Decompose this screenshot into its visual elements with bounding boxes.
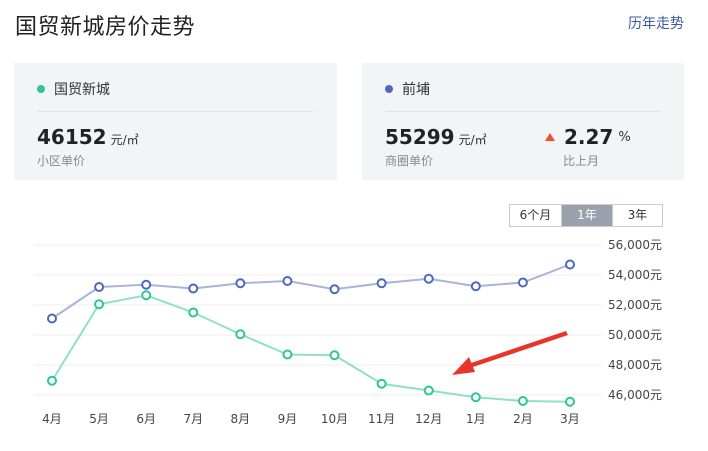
district-card-header: 前埔 [385,79,430,99]
data-point [376,278,387,289]
y-tick-label: 50,000元 [608,328,662,342]
district-dot-icon [385,85,393,93]
x-tick-label: 5月 [89,412,109,426]
month-change-unit: % [618,129,631,145]
data-point [329,284,340,295]
range-tabs: 6个月 1年 3年 [509,204,663,227]
district-price-card: 前埔 55299 元/㎡ 商圈单价 2.27% 比上月 [362,63,684,180]
data-point [329,350,340,361]
district-price: 55299 元/㎡ [385,125,487,149]
annotation-arrow-head [452,357,475,375]
data-point [235,278,246,289]
x-tick-label: 8月 [231,412,251,426]
data-point [47,375,57,386]
x-tick-label: 9月 [278,412,298,426]
data-point [376,378,387,389]
x-tick-label: 12月 [415,412,442,426]
community-price-card: 国贸新城 46152 元/㎡ 小区单价 [14,63,337,180]
community-price-unit: 元/㎡ [110,133,139,147]
data-point [188,307,199,318]
x-tick-label: 3月 [560,412,580,426]
data-point [423,273,434,284]
card-divider [385,111,661,112]
data-point [141,290,152,301]
data-point [517,277,528,288]
x-tick-label: 11月 [368,412,395,426]
page-title: 国贸新城房价走势 [15,15,196,40]
community-price-value: 46152 [37,125,107,149]
x-tick-label: 2月 [513,412,533,426]
series-line-1 [51,294,571,403]
tab-3-years[interactable]: 3年 [612,205,662,226]
x-tick-label: 4月 [42,412,62,426]
data-point [188,283,199,294]
district-price-value: 55299 [385,125,455,149]
tab-1-year[interactable]: 1年 [561,205,612,226]
district-price-label: 商圈单价 [385,154,434,168]
y-tick-label: 48,000元 [608,358,662,372]
month-change-value: 2.27 [564,125,614,149]
community-price: 46152 元/㎡ [37,125,139,149]
data-point [565,396,575,407]
data-point [282,276,293,286]
community-name: 国贸新城 [54,82,110,98]
history-trend-link[interactable]: 历年走势 [628,16,684,32]
data-point [282,349,293,360]
data-point [470,392,481,403]
data-point [94,299,105,310]
data-point [94,282,105,292]
data-point [235,329,246,340]
community-card-header: 国贸新城 [37,79,110,99]
district-price-unit: 元/㎡ [458,133,487,147]
x-tick-label: 10月 [321,412,348,426]
data-point [470,281,481,292]
x-tick-label: 1月 [466,412,486,426]
y-tick-label: 52,000元 [608,298,662,312]
month-change: 2.27% [545,125,631,149]
series-line-0 [51,263,571,320]
y-tick-label: 54,000元 [608,268,662,282]
card-divider [37,111,314,112]
data-point [517,396,528,406]
annotation-arrow-shaft [468,331,568,368]
data-point [141,279,152,290]
tab-6-months[interactable]: 6个月 [510,205,561,226]
up-arrow-icon [545,133,555,141]
month-change-label: 比上月 [563,154,600,168]
community-price-label: 小区单价 [37,154,86,168]
district-name: 前埔 [402,82,430,98]
data-point [423,385,434,396]
x-tick-label: 7月 [183,412,203,426]
y-tick-label: 46,000元 [608,388,662,402]
y-tick-label: 56,000元 [608,238,662,252]
data-point [565,259,575,270]
data-point [47,313,57,324]
x-tick-label: 6月 [136,412,156,426]
community-dot-icon [37,85,45,93]
